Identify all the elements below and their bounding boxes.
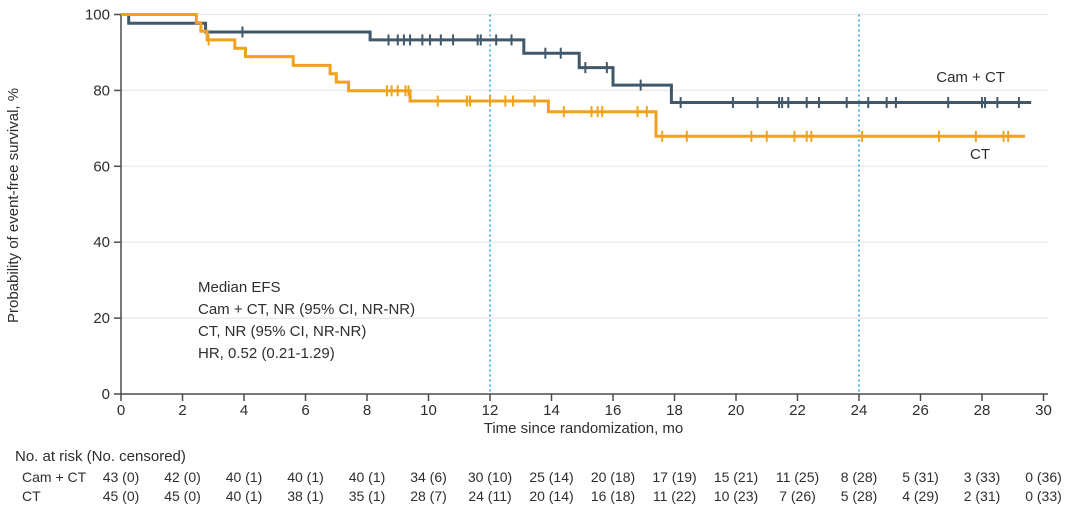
y-tick-label: 40 xyxy=(93,234,110,251)
x-tick-label: 26 xyxy=(912,402,929,419)
risk-cell: 4 (29) xyxy=(902,488,939,504)
x-tick-label: 2 xyxy=(178,402,186,419)
risk-cell: 40 (1) xyxy=(225,488,263,504)
survival-curve xyxy=(121,13,1032,104)
risk-cell: 25 (14) xyxy=(529,469,574,485)
x-tick-label: 8 xyxy=(363,402,371,419)
risk-cell: 38 (1) xyxy=(287,488,324,504)
risk-cell: 3 (33) xyxy=(963,469,1001,485)
y-tick-label: 100 xyxy=(85,7,110,24)
risk-cell: 0 (33) xyxy=(1025,488,1062,504)
gridlines xyxy=(121,13,1048,319)
risk-cell: 11 (22) xyxy=(652,488,697,504)
risk-cell: 43 (0) xyxy=(102,469,140,485)
annotation-median-efs: Median EFS xyxy=(198,279,281,296)
x-axis-title: Time since randomization, mo xyxy=(483,420,684,437)
risk-cell: 7 (26) xyxy=(779,488,816,504)
series-ct xyxy=(121,13,1025,142)
x-tick-label: 12 xyxy=(482,402,499,419)
risk-cell: 8 (28) xyxy=(840,469,878,485)
x-tick-label: 22 xyxy=(789,402,806,419)
x-tick-label: 0 xyxy=(117,402,125,419)
risk-row-label: Cam + CT xyxy=(22,469,87,485)
risk-cell: 5 (31) xyxy=(902,469,939,485)
risk-cell: 0 (36) xyxy=(1025,469,1062,485)
x-tick-label: 16 xyxy=(605,402,622,419)
x-tick-label: 28 xyxy=(974,402,991,419)
x-tick-label: 30 xyxy=(1035,402,1052,419)
risk-cell: 16 (18) xyxy=(590,488,636,504)
risk-cell: 45 (0) xyxy=(102,488,140,504)
risk-cell: 20 (18) xyxy=(590,469,636,485)
reference-lines xyxy=(489,14,860,393)
y-tick-label: 80 xyxy=(93,82,110,99)
risk-cell: 40 (1) xyxy=(225,469,263,485)
risk-cell: 35 (1) xyxy=(348,488,386,504)
risk-cell: 28 (7) xyxy=(410,488,447,504)
survival-curve xyxy=(121,13,1025,138)
x-tick-label: 20 xyxy=(728,402,745,419)
series-label-ct: CT xyxy=(970,146,990,163)
y-tick-label: 0 xyxy=(102,386,110,403)
x-tick-label: 14 xyxy=(543,402,560,419)
y-tick-label: 20 xyxy=(93,310,110,327)
risk-cell: 10 (23) xyxy=(713,488,759,504)
y-tick-label: 60 xyxy=(93,158,110,175)
risk-cell: 42 (0) xyxy=(164,469,201,485)
risk-cell: 5 (28) xyxy=(840,488,878,504)
series-cam-ct xyxy=(121,13,1032,109)
annotation-camct-median: Cam + CT, NR (95% CI, NR-NR) xyxy=(198,301,416,318)
risk-cell: 40 (1) xyxy=(348,469,386,485)
risk-row-label: CT xyxy=(22,488,41,504)
stats-annotation: Median EFS Cam + CT, NR (95% CI, NR-NR) … xyxy=(198,277,415,365)
risk-cell: 15 (21) xyxy=(713,469,759,485)
risk-cell: 34 (6) xyxy=(410,469,447,485)
risk-cell: 40 (1) xyxy=(287,469,324,485)
risk-table-header: No. at risk (No. censored) xyxy=(15,448,186,465)
annotation-hazard-ratio: HR, 0.52 (0.21-1.29) xyxy=(198,345,335,362)
x-tick-label: 4 xyxy=(240,402,248,419)
risk-cell: 11 (25) xyxy=(775,469,820,485)
x-tick-label: 24 xyxy=(851,402,868,419)
x-tick-label: 18 xyxy=(666,402,683,419)
x-tick-label: 6 xyxy=(301,402,309,419)
annotation-ct-median: CT, NR (95% CI, NR-NR) xyxy=(198,323,367,340)
x-tick-label: 10 xyxy=(420,402,437,419)
series-label-cam-ct: Cam + CT xyxy=(936,69,1005,86)
risk-cell: 20 (14) xyxy=(529,488,574,504)
y-axis-title: Probability of event-free survival, % xyxy=(5,87,22,323)
risk-cell: 24 (11) xyxy=(468,488,512,504)
risk-cell: 45 (0) xyxy=(164,488,201,504)
risk-cell: 30 (10) xyxy=(467,469,513,485)
risk-cell: 17 (19) xyxy=(652,469,697,485)
risk-cell: 2 (31) xyxy=(963,488,1001,504)
